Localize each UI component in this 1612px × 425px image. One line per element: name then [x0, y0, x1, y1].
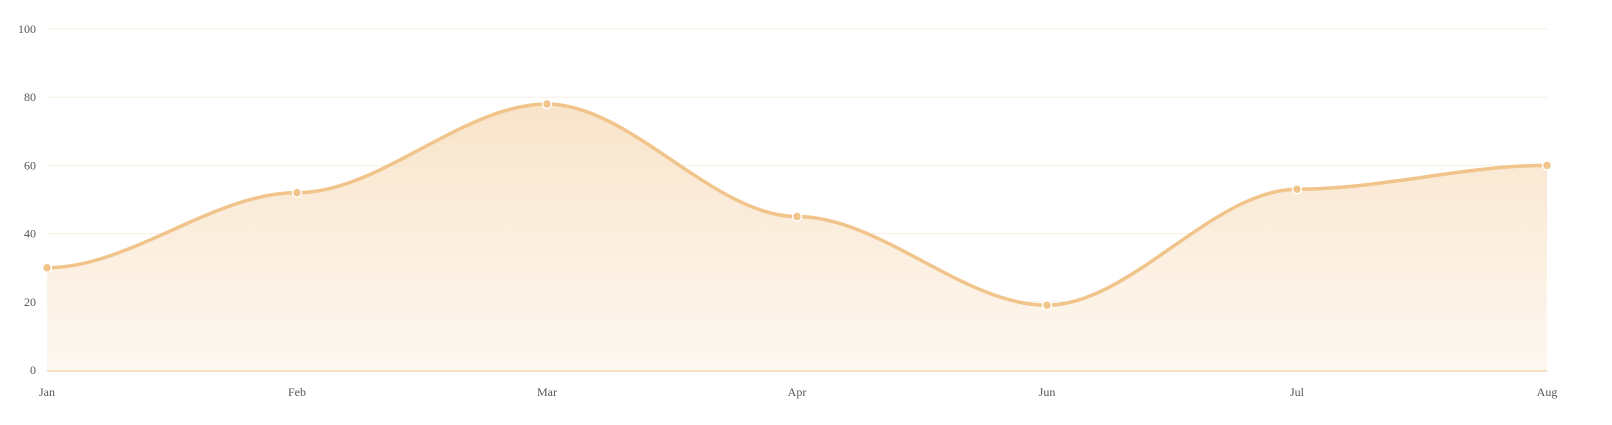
y-tick-label: 20: [24, 295, 36, 309]
x-axis-ticks: Jan Feb Mar Apr Jun Jul Aug: [39, 385, 1557, 399]
y-tick-label: 60: [24, 158, 36, 172]
x-tick-label: Aug: [1537, 385, 1558, 399]
y-tick-label: 40: [24, 227, 36, 241]
data-point[interactable]: [541, 98, 553, 110]
x-tick-label: Jun: [1039, 385, 1056, 399]
y-axis-ticks: 0 20 40 60 80 100: [18, 22, 36, 377]
series-area: [47, 104, 1547, 371]
series-points[interactable]: [41, 98, 1553, 311]
data-point[interactable]: [791, 211, 803, 222]
x-tick-label: Mar: [537, 385, 557, 399]
area-fill: [47, 104, 1547, 371]
data-point[interactable]: [1291, 184, 1303, 195]
y-tick-label: 100: [18, 22, 36, 36]
y-tick-label: 0: [30, 363, 36, 377]
data-point[interactable]: [1041, 299, 1053, 311]
x-tick-label: Jul: [1290, 385, 1305, 399]
data-point[interactable]: [41, 262, 53, 273]
data-point[interactable]: [291, 187, 303, 198]
x-tick-label: Apr: [788, 385, 807, 399]
y-tick-label: 80: [24, 90, 36, 104]
x-tick-label: Jan: [39, 385, 55, 399]
x-tick-label: Feb: [288, 385, 306, 399]
data-point[interactable]: [1541, 160, 1553, 171]
